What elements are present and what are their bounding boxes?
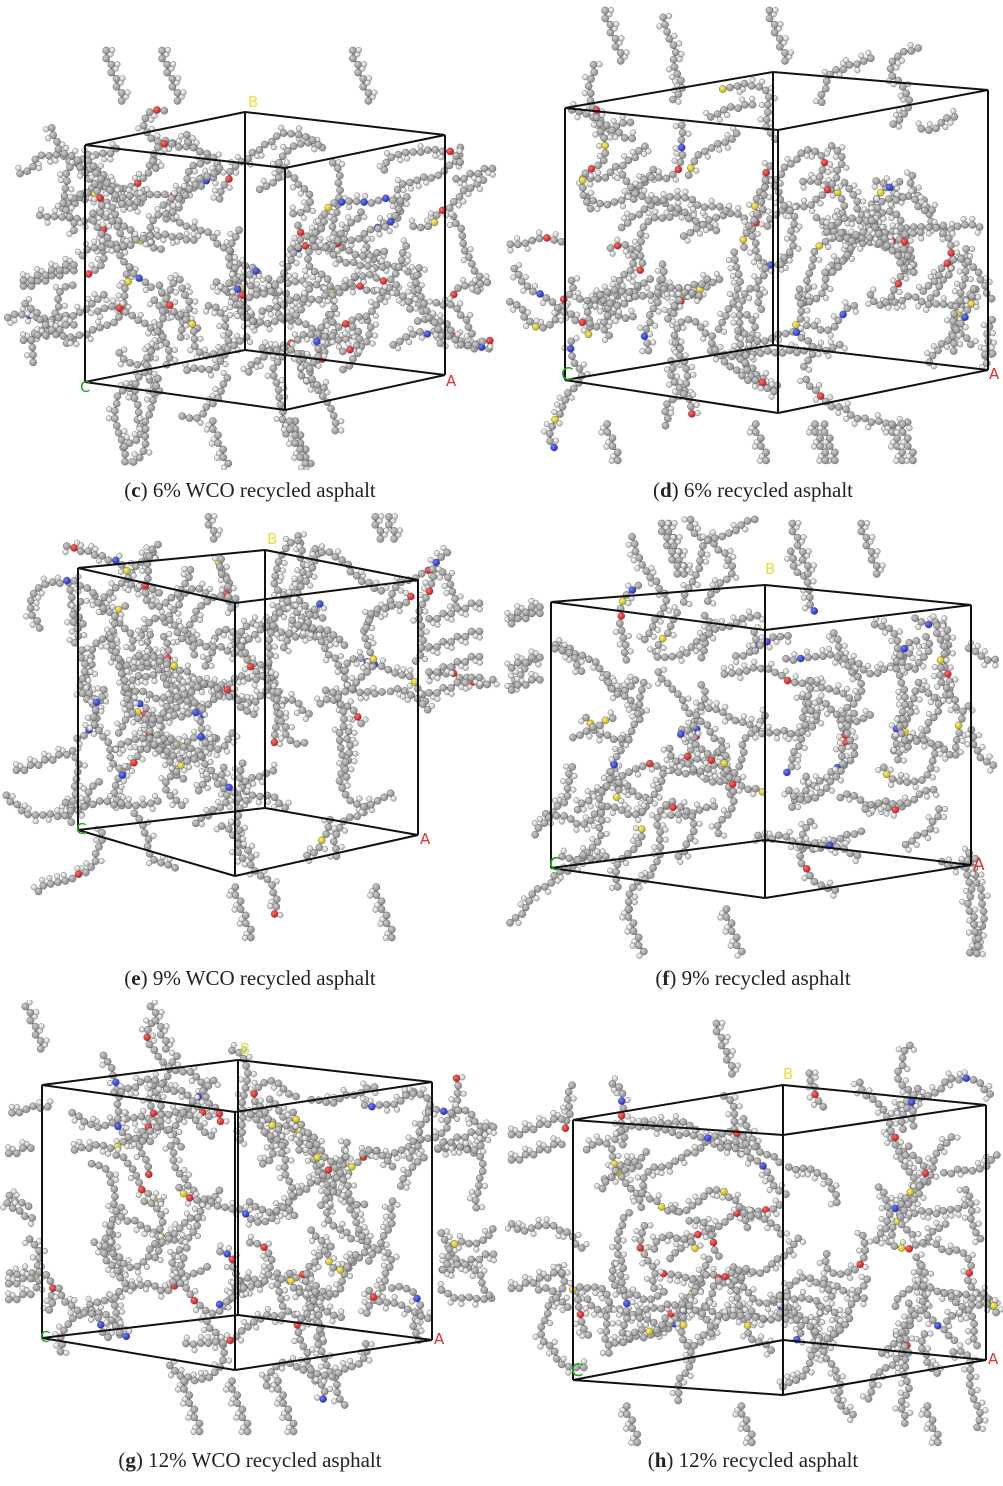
caption-letter: d: [660, 478, 672, 502]
molecule-cluster: [505, 516, 999, 959]
molecular-model-c: [0, 0, 500, 470]
axis-label-a: A: [446, 372, 456, 390]
molecular-model-g: [0, 1000, 500, 1450]
axis-label-a: A: [420, 830, 430, 848]
panel-h: A B C (h) 12% recycled asphalt: [503, 1000, 1003, 1486]
panel-d: A C (d) 6% recycled asphalt: [503, 0, 1003, 510]
molecule-cluster: [505, 1020, 1003, 1446]
axis-label-b: B: [783, 1065, 793, 1083]
caption-text: 6% WCO recycled asphalt: [153, 478, 376, 502]
axis-label-c: C: [80, 378, 90, 396]
axis-label-c: C: [76, 820, 86, 838]
axis-label-c: C: [549, 854, 562, 875]
molecule-cluster: [1, 1000, 498, 1435]
caption-g: (g) 12% WCO recycled asphalt: [0, 1448, 500, 1473]
axis-label-c: C: [561, 364, 574, 385]
caption-letter: e: [131, 966, 140, 990]
caption-h: (h) 12% recycled asphalt: [503, 1448, 1003, 1473]
molecular-model-h: [503, 1000, 1003, 1450]
caption-f: (f) 9% recycled asphalt: [503, 966, 1003, 991]
caption-letter: h: [655, 1448, 667, 1472]
caption-text: 6% recycled asphalt: [684, 478, 853, 502]
axis-label-b: B: [765, 560, 775, 578]
panel-e: A B C (e) 9% WCO recycled asphalt: [0, 510, 500, 1000]
caption-text: 9% recycled asphalt: [682, 966, 851, 990]
molecular-model-d: [503, 0, 1003, 470]
axis-label-a: A: [973, 855, 985, 875]
caption-text: 12% recycled asphalt: [679, 1448, 859, 1472]
caption-c: (c) 6% WCO recycled asphalt: [0, 478, 500, 503]
molecular-model-f: [503, 510, 1003, 960]
caption-letter: f: [662, 966, 669, 990]
panel-c: A B C (c) 6% WCO recycled asphalt: [0, 0, 500, 510]
caption-e: (e) 9% WCO recycled asphalt: [0, 966, 500, 991]
axis-label-b: B: [240, 1040, 250, 1058]
axis-label-b: B: [267, 530, 277, 548]
axis-label-a: A: [989, 365, 999, 383]
axis-label-b: B: [248, 93, 258, 111]
axis-label-c: C: [571, 1360, 584, 1381]
caption-text: 9% WCO recycled asphalt: [153, 966, 376, 990]
axis-label-c: C: [40, 1328, 50, 1346]
molecular-model-e: [0, 510, 500, 960]
caption-d: (d) 6% recycled asphalt: [503, 478, 1003, 503]
panel-f: A B C (f) 9% recycled asphalt: [503, 510, 1003, 1000]
axis-label-a: A: [434, 1330, 444, 1348]
caption-letter: c: [131, 478, 140, 502]
panel-g: A B C (g) 12% WCO recycled asphalt: [0, 1000, 500, 1486]
caption-text: 12% WCO recycled asphalt: [148, 1448, 381, 1472]
axis-label-a: A: [988, 1350, 998, 1368]
caption-letter: g: [125, 1448, 136, 1472]
